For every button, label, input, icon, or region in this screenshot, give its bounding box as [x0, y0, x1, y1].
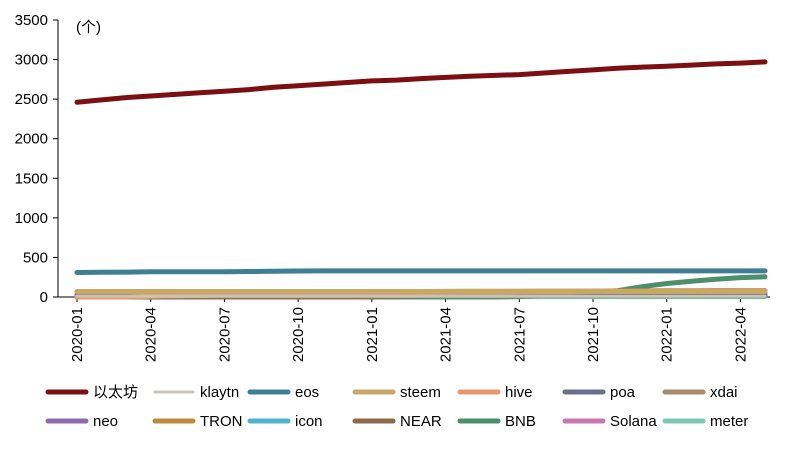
- series-lines: [74, 59, 768, 300]
- x-tick-label: 2022-04: [732, 307, 749, 362]
- legend-label-11: BNB: [505, 413, 536, 430]
- legend-label-1: klaytn: [200, 384, 239, 401]
- legend-label-4: hive: [505, 384, 533, 401]
- legend-label-10: NEAR: [400, 413, 442, 430]
- legend-label-6: xdai: [710, 384, 738, 401]
- x-tick-label: 2021-01: [364, 307, 381, 362]
- legend-label-7: neo: [93, 413, 118, 430]
- y-tick-label: 3000: [15, 52, 48, 69]
- x-tick-label: 2021-07: [511, 307, 528, 362]
- legend-label-2: eos: [295, 384, 319, 401]
- series-line-2: [74, 268, 768, 275]
- legend-label-8: TRON: [200, 413, 243, 430]
- x-tick-label: 2022-01: [659, 307, 676, 362]
- legend: 以太坊 klaytn eos steem hive poa xdai neo TRON icon N…: [45, 384, 748, 430]
- x-tick-label: 2020-01: [69, 307, 86, 362]
- x-tick-label: 2020-10: [290, 307, 307, 362]
- x-tick-label: 2021-10: [585, 307, 602, 362]
- y-tick-label: 1500: [15, 170, 48, 187]
- x-axis: 2020-01 2020-04 2020-07 2020-10 2021-01 2021-…: [58, 296, 770, 362]
- series-line-0: [74, 59, 768, 105]
- y-tick-label: 500: [23, 249, 48, 266]
- x-tick-label: 2020-04: [143, 307, 160, 362]
- legend-label-13: meter: [710, 413, 748, 430]
- legend-label-12: Solana: [610, 413, 657, 430]
- y-tick-label: 2500: [15, 91, 48, 108]
- y-tick-label: 2000: [15, 131, 48, 148]
- y-tick-label: 0: [40, 289, 48, 306]
- y-tick-label: 1000: [15, 210, 48, 227]
- legend-label-3: steem: [400, 384, 441, 401]
- unit-label: (个): [76, 19, 101, 36]
- legend-label-0: 以太坊: [93, 384, 138, 401]
- y-tick-label: 3500: [15, 12, 48, 29]
- legend-label-9: icon: [295, 413, 323, 430]
- x-tick-label: 2021-04: [438, 307, 455, 362]
- x-tick-label: 2020-07: [216, 307, 233, 362]
- legend-label-5: poa: [610, 384, 636, 401]
- y-axis: 0 500 1000 1500 2000 2500 3000 3500: [15, 12, 59, 306]
